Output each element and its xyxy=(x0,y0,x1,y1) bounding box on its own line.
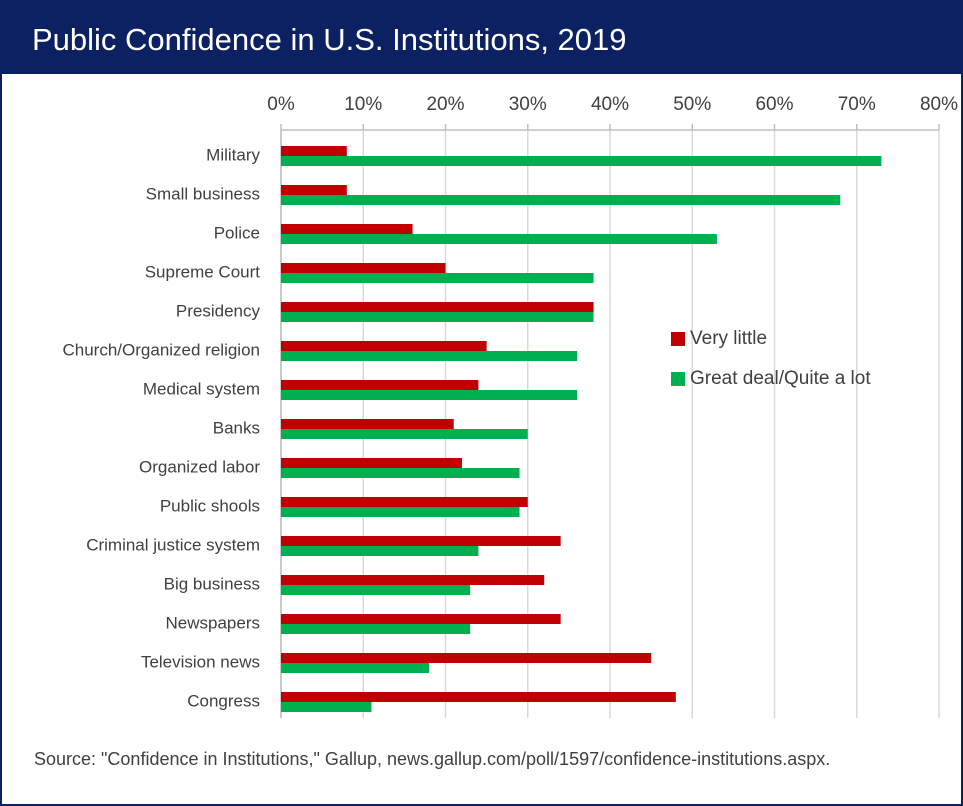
bar xyxy=(281,341,487,351)
x-tick-label: 50% xyxy=(673,94,711,115)
y-tick-label: Big business xyxy=(164,574,260,593)
bar xyxy=(281,273,594,283)
y-tick-label: Police xyxy=(214,223,260,242)
legend-label: Great deal/Quite a lot xyxy=(690,368,871,389)
bar xyxy=(281,351,578,361)
y-tick-label: Banks xyxy=(213,418,260,437)
y-tick-label: Organized labor xyxy=(139,457,260,476)
y-tick-label: Supreme Court xyxy=(145,262,261,281)
bar xyxy=(281,468,520,478)
bar xyxy=(281,692,676,702)
legend-swatch xyxy=(671,332,685,346)
bar xyxy=(281,575,545,585)
bar xyxy=(281,546,479,556)
bar xyxy=(281,146,347,156)
bar xyxy=(281,702,372,712)
chart-title: Public Confidence in U.S. Institutions, … xyxy=(32,22,627,57)
y-tick-label: Military xyxy=(206,145,260,164)
bar xyxy=(281,224,413,234)
bar xyxy=(281,390,578,400)
legend-label: Very little xyxy=(690,328,767,349)
bar xyxy=(281,585,471,595)
bar xyxy=(281,302,594,312)
y-tick-label: Criminal justice system xyxy=(86,535,260,554)
y-tick-label: Medical system xyxy=(143,379,260,398)
y-tick-label: Congress xyxy=(187,691,260,710)
x-tick-label: 20% xyxy=(426,94,464,115)
bar xyxy=(281,419,454,429)
bar xyxy=(281,380,479,390)
x-tick-label: 80% xyxy=(920,94,958,115)
x-tick-label: 60% xyxy=(755,94,793,115)
x-tick-label: 10% xyxy=(344,94,382,115)
bar xyxy=(281,312,594,322)
y-tick-label: Presidency xyxy=(176,301,261,320)
bar xyxy=(281,507,520,517)
bar xyxy=(281,185,347,195)
title-bar xyxy=(2,2,961,74)
y-tick-label: Church/Organized religion xyxy=(63,340,261,359)
x-tick-label: 70% xyxy=(838,94,876,115)
bar xyxy=(281,156,882,166)
y-tick-label: Television news xyxy=(141,652,260,671)
y-tick-label: Newspapers xyxy=(166,613,261,632)
bar xyxy=(281,458,462,468)
bar xyxy=(281,263,446,273)
x-tick-label: 40% xyxy=(591,94,629,115)
x-tick-label: 0% xyxy=(267,94,295,115)
bar xyxy=(281,653,652,663)
legend-swatch xyxy=(671,372,685,386)
bar xyxy=(281,536,561,546)
source-note: Source: "Confidence in Institutions," Ga… xyxy=(34,749,831,769)
bar xyxy=(281,614,561,624)
y-tick-label: Small business xyxy=(146,184,260,203)
bar xyxy=(281,195,841,205)
bar xyxy=(281,663,430,673)
bar xyxy=(281,624,471,634)
bar xyxy=(281,234,717,244)
bar xyxy=(281,429,528,439)
x-tick-label: 30% xyxy=(509,94,547,115)
y-tick-label: Public shools xyxy=(160,496,260,515)
bar xyxy=(281,497,528,507)
